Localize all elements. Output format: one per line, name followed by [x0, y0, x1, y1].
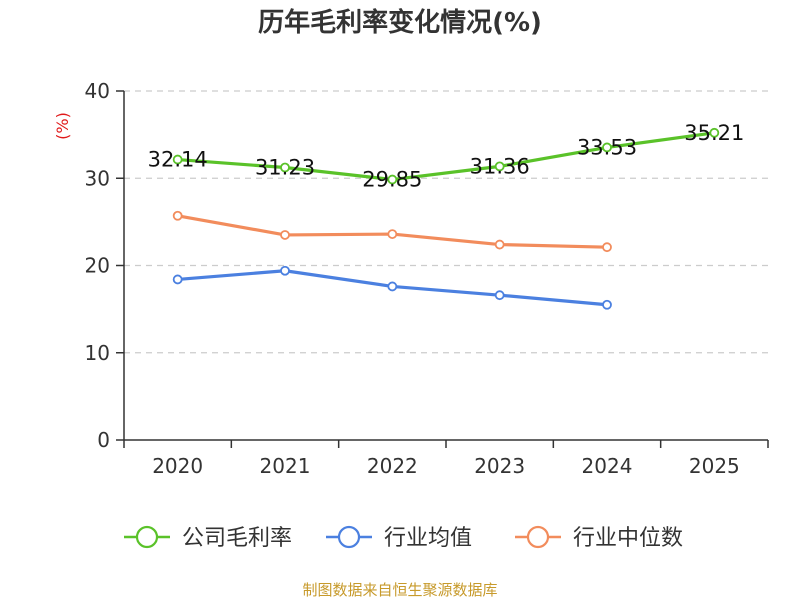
legend-label: 行业均值	[384, 526, 472, 551]
legend-marker-icon	[337, 525, 361, 549]
y-tick-label: 30	[85, 166, 110, 190]
data-label: 32.14	[148, 148, 208, 172]
legend-marker-icon	[526, 525, 550, 549]
data-point[interactable]	[172, 274, 183, 285]
axes: 0 10 20 30 40 2020 2021 2022 2023 2024 2025	[85, 79, 769, 478]
data-label: 35.21	[684, 121, 744, 145]
x-tick-label: 2025	[689, 454, 740, 478]
series-1	[172, 127, 720, 185]
source-note: 制图数据来自恒生聚源数据库	[302, 581, 497, 599]
data-label: 31.23	[255, 156, 315, 180]
data-labels: 32.14 31.23 29.85 31.36 33.53 35.21	[148, 121, 745, 192]
data-point[interactable]	[494, 239, 505, 250]
legend-marker-icon	[135, 525, 159, 549]
data-point[interactable]	[602, 299, 612, 310]
data-point[interactable]	[172, 210, 183, 221]
series-2	[172, 265, 612, 310]
data-label: 29.85	[362, 168, 422, 192]
legend-item-3[interactable]: 行业中位数	[515, 525, 683, 551]
series-line	[177, 131, 715, 182]
series-3	[172, 210, 612, 253]
data-point[interactable]	[387, 174, 398, 185]
x-tick-label: 2022	[367, 454, 418, 478]
x-tick-label: 2021	[260, 454, 311, 478]
data-point[interactable]	[602, 242, 612, 253]
legend-item-2[interactable]: 行业均值	[326, 525, 472, 551]
y-tick-label: 40	[85, 79, 110, 103]
y-axis-unit: (%)	[53, 112, 72, 140]
data-point[interactable]	[602, 142, 612, 153]
data-point[interactable]	[387, 229, 398, 239]
data-point[interactable]	[387, 281, 398, 292]
data-point[interactable]	[172, 154, 183, 165]
series	[172, 127, 720, 310]
y-tick-label: 0	[97, 428, 110, 452]
x-tick-label: 2024	[582, 454, 633, 478]
data-label: 31.36	[470, 154, 530, 178]
data-point[interactable]	[494, 161, 505, 172]
data-point[interactable]	[280, 162, 290, 173]
data-point[interactable]	[280, 265, 290, 276]
legend-label: 公司毛利率	[182, 526, 292, 551]
data-point[interactable]	[494, 290, 505, 301]
legend[interactable]: 公司毛利率 行业均值 行业中位数	[124, 525, 683, 551]
chart-title: 历年毛利率变化情况(%)	[258, 7, 542, 38]
y-tick-label: 20	[85, 254, 110, 278]
data-label: 33.53	[577, 135, 637, 159]
grid	[124, 90, 768, 354]
x-tick-label: 2020	[152, 454, 203, 478]
data-point[interactable]	[709, 127, 720, 138]
y-tick-label: 10	[85, 341, 110, 365]
legend-label: 行业中位数	[573, 526, 683, 551]
data-point[interactable]	[280, 230, 290, 240]
legend-item-1[interactable]: 公司毛利率	[124, 525, 292, 551]
x-tick-label: 2023	[474, 454, 525, 478]
